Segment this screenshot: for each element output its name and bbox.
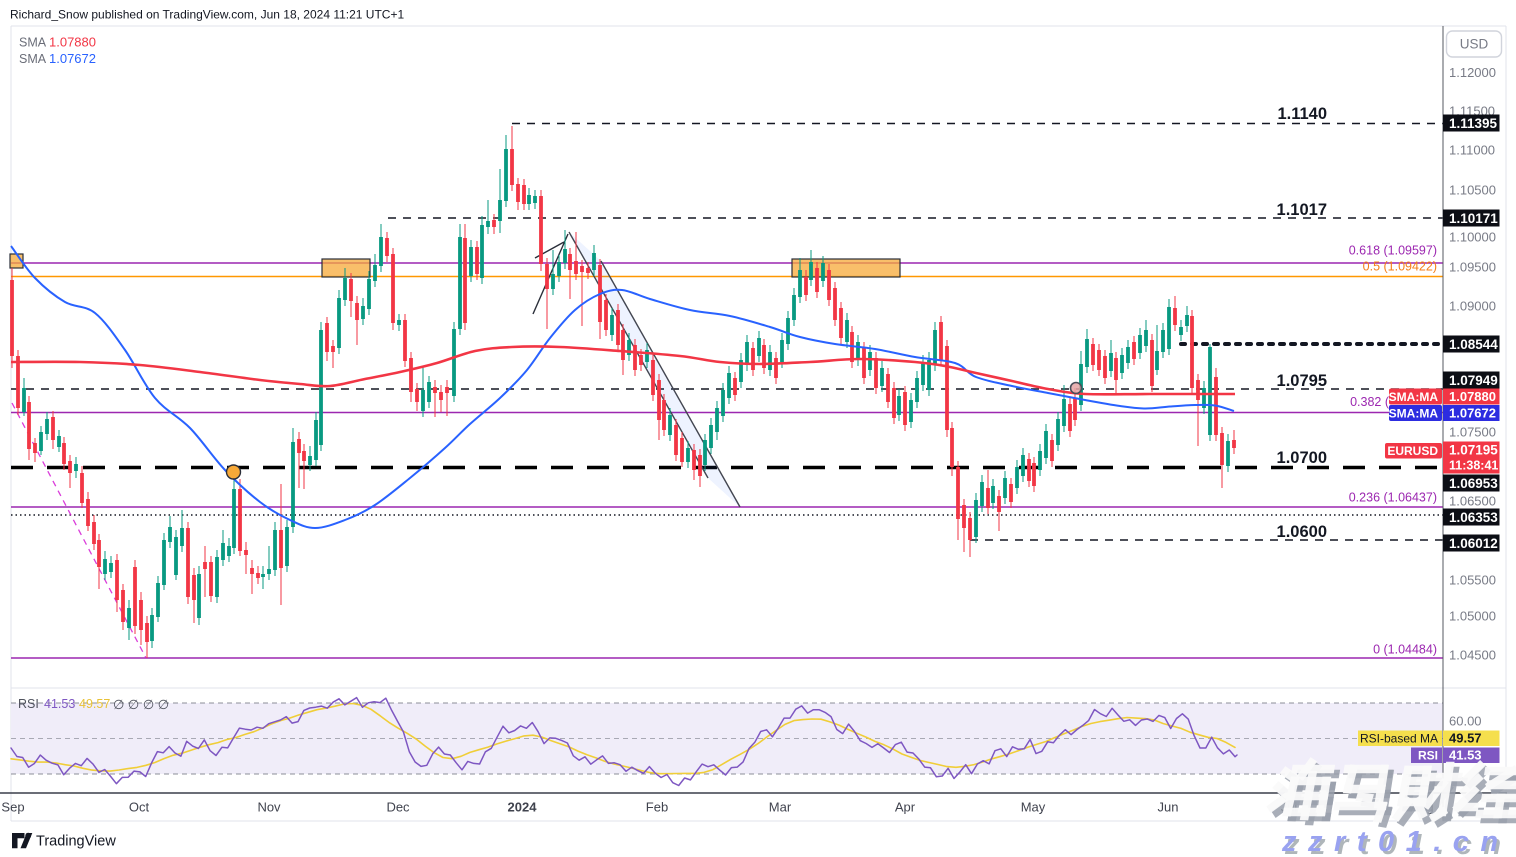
svg-text:∅ ∅ ∅ ∅: ∅ ∅ ∅ ∅ — [113, 697, 169, 712]
svg-text:Richard_Snow published on Trad: Richard_Snow published on TradingView.co… — [10, 8, 404, 22]
svg-text:1.07949: 1.07949 — [1449, 373, 1498, 388]
svg-text:1.04500: 1.04500 — [1449, 648, 1496, 663]
svg-text:1.10500: 1.10500 — [1449, 183, 1496, 198]
svg-text:0.5 (1.09422): 0.5 (1.09422) — [1363, 260, 1437, 274]
svg-text:0.618 (1.09597): 0.618 (1.09597) — [1349, 244, 1437, 258]
svg-text:Oct: Oct — [129, 800, 150, 815]
svg-text:zzrt01.cn: zzrt01.cn — [1281, 826, 1510, 857]
svg-text:1.07880: 1.07880 — [49, 35, 96, 50]
svg-text:zzrt01.cn: zzrt01.cn — [1284, 829, 1513, 857]
svg-text:TradingView: TradingView — [36, 834, 116, 850]
svg-text:1.0600: 1.0600 — [1277, 523, 1327, 541]
svg-text:49.57: 49.57 — [79, 697, 110, 711]
svg-text:1.06500: 1.06500 — [1449, 494, 1496, 509]
svg-text:1.07195: 1.07195 — [1449, 443, 1498, 458]
svg-text:60.00: 60.00 — [1449, 714, 1482, 729]
svg-text:41.53: 41.53 — [1449, 748, 1482, 763]
svg-text:1.05500: 1.05500 — [1449, 573, 1496, 588]
svg-text:41.53: 41.53 — [44, 697, 75, 711]
svg-text:1.11000: 1.11000 — [1449, 143, 1495, 158]
svg-text:USD: USD — [1460, 37, 1489, 52]
svg-text:May: May — [1021, 800, 1046, 815]
svg-text:Sep: Sep — [1, 800, 24, 815]
svg-text:Nov: Nov — [257, 800, 281, 815]
svg-text:1.07500: 1.07500 — [1449, 425, 1496, 440]
svg-text:1.06353: 1.06353 — [1449, 510, 1498, 525]
svg-text:1.06012: 1.06012 — [1449, 536, 1498, 551]
svg-text:1.09000: 1.09000 — [1449, 299, 1496, 314]
svg-text:0.382 (: 0.382 ( — [1350, 395, 1390, 409]
svg-text:1.06953: 1.06953 — [1449, 476, 1498, 491]
svg-text:2024: 2024 — [508, 800, 538, 815]
svg-text:Jun: Jun — [1158, 800, 1179, 815]
svg-text:1.08544: 1.08544 — [1449, 337, 1498, 352]
svg-text:RSI: RSI — [18, 697, 39, 711]
svg-text:Feb: Feb — [646, 800, 668, 815]
svg-text:1.05000: 1.05000 — [1449, 609, 1496, 624]
svg-text:SMA:MA: SMA:MA — [1389, 390, 1439, 404]
svg-text:1.11395: 1.11395 — [1449, 116, 1498, 131]
svg-text:1.09500: 1.09500 — [1449, 260, 1496, 275]
svg-text:11:38:41: 11:38:41 — [1449, 459, 1498, 473]
svg-text:0.236 (1.06437): 0.236 (1.06437) — [1349, 491, 1437, 505]
svg-text:1.10171: 1.10171 — [1449, 211, 1498, 226]
svg-text:1.07880: 1.07880 — [1449, 389, 1496, 404]
svg-text:1.07672: 1.07672 — [1449, 406, 1496, 421]
svg-text:1.1017: 1.1017 — [1277, 201, 1327, 219]
svg-text:1.12000: 1.12000 — [1449, 65, 1496, 80]
svg-text:1.0700: 1.0700 — [1277, 449, 1327, 467]
svg-text:Apr: Apr — [895, 800, 916, 815]
svg-text:0 (1.04484): 0 (1.04484) — [1373, 643, 1437, 657]
svg-text:SMA: SMA — [19, 36, 47, 50]
svg-text:1.0795: 1.0795 — [1277, 372, 1327, 390]
svg-text:1.07672: 1.07672 — [49, 51, 96, 66]
svg-text:49.57: 49.57 — [1449, 731, 1482, 746]
svg-text:EURUSD: EURUSD — [1387, 444, 1438, 458]
svg-text:1.1140: 1.1140 — [1277, 105, 1327, 123]
svg-text:Dec: Dec — [386, 800, 410, 815]
svg-text:SMA: SMA — [19, 52, 47, 66]
svg-text:Mar: Mar — [769, 800, 792, 815]
svg-text:1.10000: 1.10000 — [1449, 230, 1496, 245]
svg-text:SMA:MA: SMA:MA — [1389, 406, 1439, 420]
svg-text:RSI: RSI — [1418, 749, 1438, 763]
svg-text:RSI-based MA: RSI-based MA — [1360, 732, 1438, 746]
